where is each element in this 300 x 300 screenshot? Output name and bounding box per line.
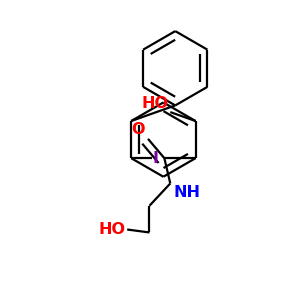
Text: O: O <box>131 122 145 137</box>
Text: NH: NH <box>173 185 200 200</box>
Text: HO: HO <box>99 222 126 237</box>
Text: HO: HO <box>142 96 169 111</box>
Text: I: I <box>153 151 159 166</box>
